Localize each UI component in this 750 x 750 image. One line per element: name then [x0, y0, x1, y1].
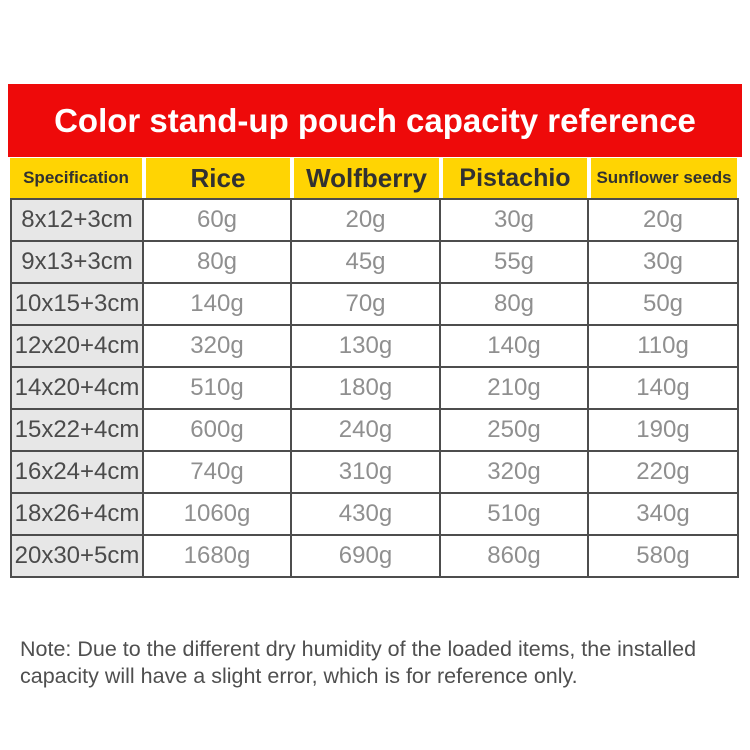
title-banner: Color stand-up pouch capacity reference	[8, 84, 742, 157]
value-cell: 190g	[587, 408, 739, 452]
value-cell: 510g	[439, 492, 589, 536]
header-cell-rice: Rice	[142, 158, 290, 198]
spec-cell: 9x13+3cm	[10, 240, 144, 284]
table-row: 14x20+4cm 510g 180g 210g 140g	[10, 366, 739, 410]
value-cell: 690g	[290, 534, 441, 578]
header-cell-specification: Specification	[10, 158, 142, 198]
header-cell-pistachio: Pistachio	[439, 158, 587, 198]
value-cell: 60g	[142, 198, 292, 242]
value-cell: 220g	[587, 450, 739, 494]
value-cell: 320g	[142, 324, 292, 368]
table-row: 10x15+3cm 140g 70g 80g 50g	[10, 282, 739, 326]
value-cell: 110g	[587, 324, 739, 368]
table-row: 12x20+4cm 320g 130g 140g 110g	[10, 324, 739, 368]
page-title: Color stand-up pouch capacity reference	[54, 101, 696, 139]
value-cell: 140g	[142, 282, 292, 326]
spec-cell: 12x20+4cm	[10, 324, 144, 368]
value-cell: 140g	[439, 324, 589, 368]
value-cell: 210g	[439, 366, 589, 410]
table-row: 9x13+3cm 80g 45g 55g 30g	[10, 240, 739, 284]
spec-cell: 18x26+4cm	[10, 492, 144, 536]
value-cell: 80g	[142, 240, 292, 284]
value-cell: 180g	[290, 366, 441, 410]
value-cell: 860g	[439, 534, 589, 578]
capacity-table: 8x12+3cm 60g 20g 30g 20g 9x13+3cm 80g 45…	[10, 198, 739, 578]
value-cell: 600g	[142, 408, 292, 452]
spec-cell: 15x22+4cm	[10, 408, 144, 452]
value-cell: 510g	[142, 366, 292, 410]
value-cell: 240g	[290, 408, 441, 452]
value-cell: 130g	[290, 324, 441, 368]
note-line-1: Note: Due to the different dry humidity …	[20, 637, 697, 661]
capacity-table-body: 8x12+3cm 60g 20g 30g 20g 9x13+3cm 80g 45…	[10, 198, 739, 578]
value-cell: 1680g	[142, 534, 292, 578]
table-row: 8x12+3cm 60g 20g 30g 20g	[10, 198, 739, 242]
value-cell: 1060g	[142, 492, 292, 536]
value-cell: 30g	[439, 198, 589, 242]
spec-cell: 14x20+4cm	[10, 366, 144, 410]
value-cell: 250g	[439, 408, 589, 452]
value-cell: 340g	[587, 492, 739, 536]
value-cell: 20g	[290, 198, 441, 242]
value-cell: 140g	[587, 366, 739, 410]
value-cell: 70g	[290, 282, 441, 326]
note-text: Note: Due to the different dry humidity …	[20, 636, 730, 690]
header-cell-wolfberry: Wolfberry	[290, 158, 439, 198]
table-header-row: Specification Rice Wolfberry Pistachio S…	[10, 158, 737, 198]
value-cell: 50g	[587, 282, 739, 326]
value-cell: 80g	[439, 282, 589, 326]
value-cell: 320g	[439, 450, 589, 494]
spec-cell: 16x24+4cm	[10, 450, 144, 494]
spec-cell: 10x15+3cm	[10, 282, 144, 326]
spec-cell: 8x12+3cm	[10, 198, 144, 242]
value-cell: 310g	[290, 450, 441, 494]
value-cell: 45g	[290, 240, 441, 284]
spec-cell: 20x30+5cm	[10, 534, 144, 578]
value-cell: 430g	[290, 492, 441, 536]
value-cell: 55g	[439, 240, 589, 284]
table-row: 16x24+4cm 740g 310g 320g 220g	[10, 450, 739, 494]
value-cell: 30g	[587, 240, 739, 284]
table-row: 18x26+4cm 1060g 430g 510g 340g	[10, 492, 739, 536]
value-cell: 740g	[142, 450, 292, 494]
value-cell: 20g	[587, 198, 739, 242]
table-row: 15x22+4cm 600g 240g 250g 190g	[10, 408, 739, 452]
header-cell-sunflower-seeds: Sunflower seeds	[587, 158, 737, 198]
value-cell: 580g	[587, 534, 739, 578]
table-row: 20x30+5cm 1680g 690g 860g 580g	[10, 534, 739, 578]
note-line-2: capacity will have a slight error, which…	[20, 664, 578, 688]
